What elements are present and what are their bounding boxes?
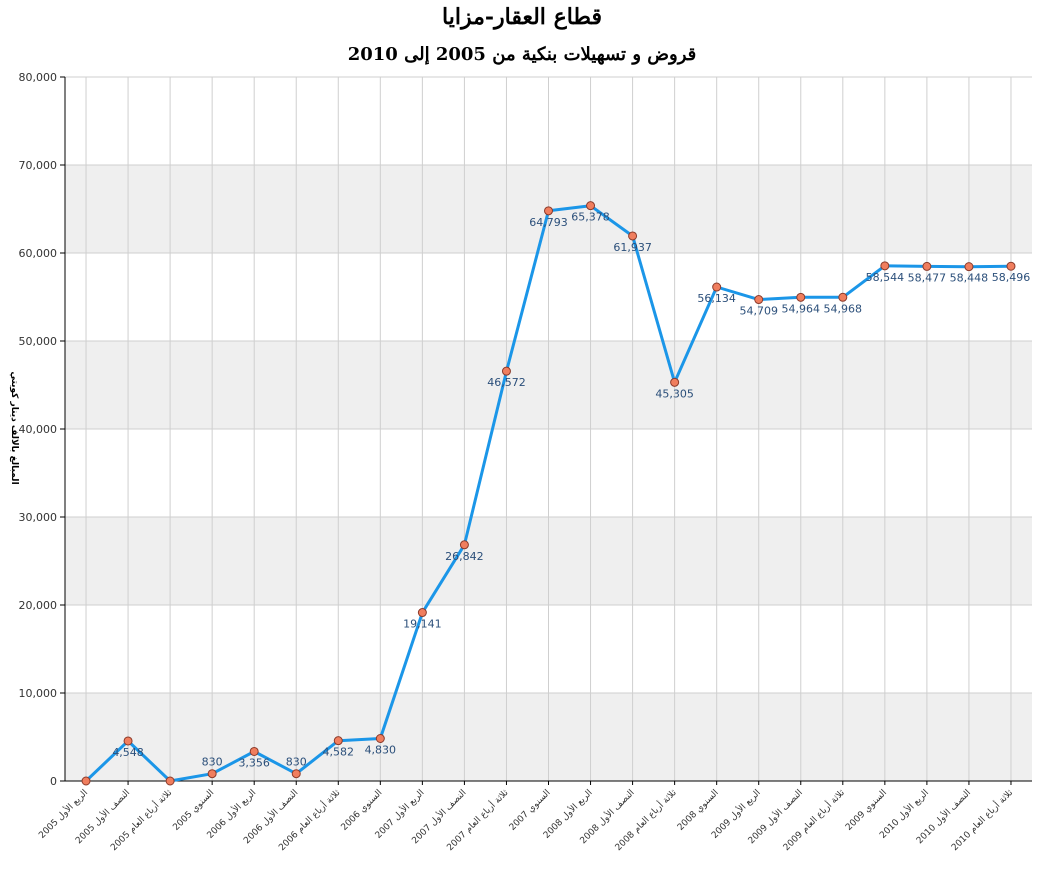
data-label: 54,964: [782, 302, 821, 315]
y-axis-label: المبالغ بالالف دينار كويتي: [9, 371, 19, 484]
y-tick-label: 20,000: [19, 599, 58, 612]
data-label: 58,544: [866, 271, 905, 284]
y-tick-label: 30,000: [19, 511, 58, 524]
data-label: 61,937: [613, 241, 652, 254]
data-label: 56,134: [697, 292, 736, 305]
data-label: 54,709: [739, 305, 778, 318]
chart-subtitle: قروض و تسهيلات بنكية من 2005 إلى 2010: [348, 44, 697, 65]
y-tick-label: 80,000: [19, 71, 58, 84]
data-label: 830: [286, 756, 307, 769]
data-point[interactable]: [880, 261, 890, 271]
horizontal-gridlines: [65, 76, 1032, 782]
data-label: 64,793: [529, 216, 568, 229]
y-tick-label: 70,000: [19, 159, 58, 172]
data-label: 58,477: [908, 271, 947, 284]
data-point[interactable]: [417, 608, 427, 618]
data-point[interactable]: [628, 231, 638, 241]
x-tick-label: السنوي 2008: [676, 788, 721, 833]
data-point[interactable]: [165, 776, 175, 786]
data-label: 46,572: [487, 376, 526, 389]
data-point[interactable]: [1006, 261, 1016, 271]
data-label: 65,378: [571, 211, 610, 224]
data-point[interactable]: [207, 769, 217, 779]
data-point[interactable]: [796, 292, 806, 302]
data-label: 58,448: [950, 272, 989, 285]
data-point[interactable]: [670, 377, 680, 387]
x-tick-label: السنوي 2005: [171, 788, 216, 833]
data-point[interactable]: [712, 282, 722, 292]
data-labels: 4,548 830 3,356 830 4,582 4,830 19,141 26,842 46…: [112, 211, 1030, 770]
y-tick-label: 40,000: [19, 423, 58, 436]
data-point[interactable]: [922, 261, 932, 271]
data-point[interactable]: [838, 292, 848, 302]
y-tick-label: 50,000: [19, 335, 58, 348]
data-label: 45,305: [655, 387, 694, 400]
y-tick-label: 60,000: [19, 247, 58, 260]
data-point[interactable]: [544, 206, 553, 216]
data-label: 19,141: [403, 618, 442, 631]
data-label: 4,582: [323, 746, 355, 759]
y-axis-ticks: 0 10,000 20,000 30,000 40,000 50,000 60,000 70,…: [19, 71, 65, 788]
x-tick-label: السنوي 2009: [844, 788, 889, 833]
x-tick-label: السنوي 2007: [508, 788, 553, 833]
data-label: 3,356: [238, 756, 270, 769]
chart-title: قطاع العقار-مزايا: [442, 4, 602, 30]
data-points: [81, 201, 1016, 786]
data-point[interactable]: [459, 540, 469, 550]
data-point[interactable]: [754, 295, 764, 305]
data-label: 4,830: [365, 743, 397, 756]
data-point[interactable]: [964, 262, 974, 272]
data-label: 830: [202, 756, 223, 769]
data-label: 4,548: [112, 746, 144, 759]
data-point[interactable]: [81, 776, 91, 786]
data-point[interactable]: [249, 746, 259, 756]
data-point[interactable]: [123, 736, 133, 746]
data-point[interactable]: [586, 201, 596, 211]
data-point[interactable]: [333, 736, 343, 746]
data-point[interactable]: [501, 366, 511, 376]
data-label: 26,842: [445, 550, 484, 563]
y-tick-label: 10,000: [19, 687, 58, 700]
data-point[interactable]: [375, 733, 385, 743]
data-label: 54,968: [824, 302, 863, 315]
data-point[interactable]: [291, 769, 301, 779]
y-tick-label: 0: [50, 775, 57, 788]
x-tick-label: السنوي 2006: [340, 788, 385, 833]
data-label: 58,496: [992, 271, 1031, 284]
